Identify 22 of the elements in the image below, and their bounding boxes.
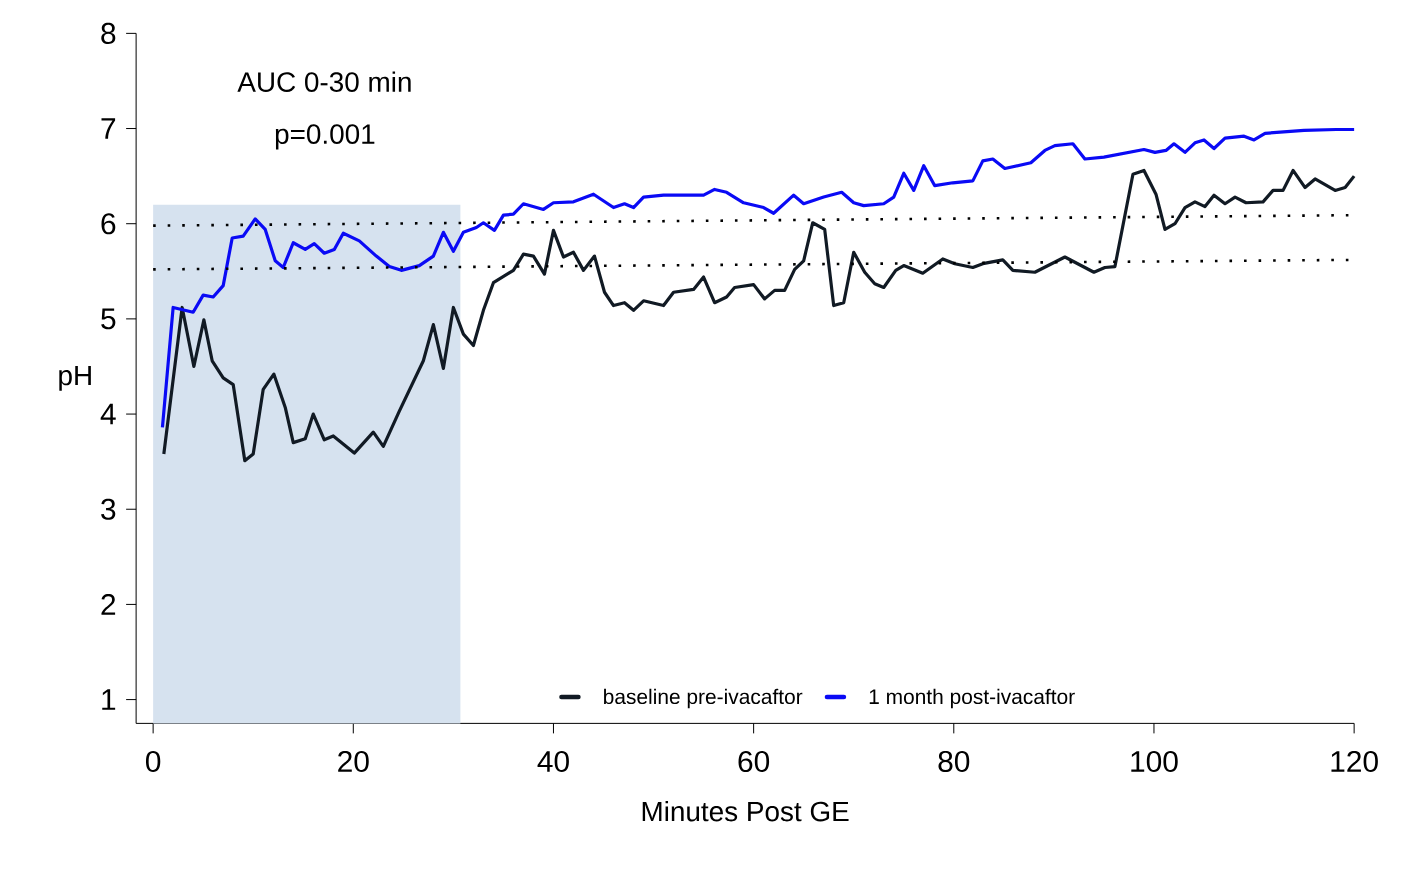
y-tick-label: 7 — [101, 118, 116, 139]
y-tick-label: 8 — [101, 22, 116, 44]
y-tick-label: 4 — [100, 403, 116, 425]
x-tick-label: 20 — [338, 750, 369, 773]
x-tick-label: 60 — [738, 750, 770, 773]
y-axis-title: pH — [59, 365, 91, 391]
annotation: AUC 0-30 min — [237, 71, 411, 92]
line-series — [162, 168, 1356, 463]
x-tick-label: 80 — [938, 750, 970, 773]
y-tick-label: 6 — [101, 213, 116, 235]
y-tick-label: 3 — [101, 498, 116, 520]
x-tick-label: 40 — [537, 750, 569, 773]
x-tick-label: 100 — [1131, 750, 1178, 773]
y-tick-label: 5 — [101, 308, 116, 330]
x-axis-title: Minutes Post GE — [642, 800, 849, 822]
y-tick-label: 2 — [101, 593, 116, 615]
annotation: p=0.001 — [275, 124, 375, 150]
legend-label: 1 month post-ivacaftor — [869, 688, 1075, 709]
x-tick-label: 120 — [1331, 750, 1378, 773]
y-tick-label: 1 — [102, 689, 116, 710]
x-tick-label: 0 — [145, 750, 161, 773]
legend-label: baseline pre-ivacaftor — [604, 688, 803, 709]
